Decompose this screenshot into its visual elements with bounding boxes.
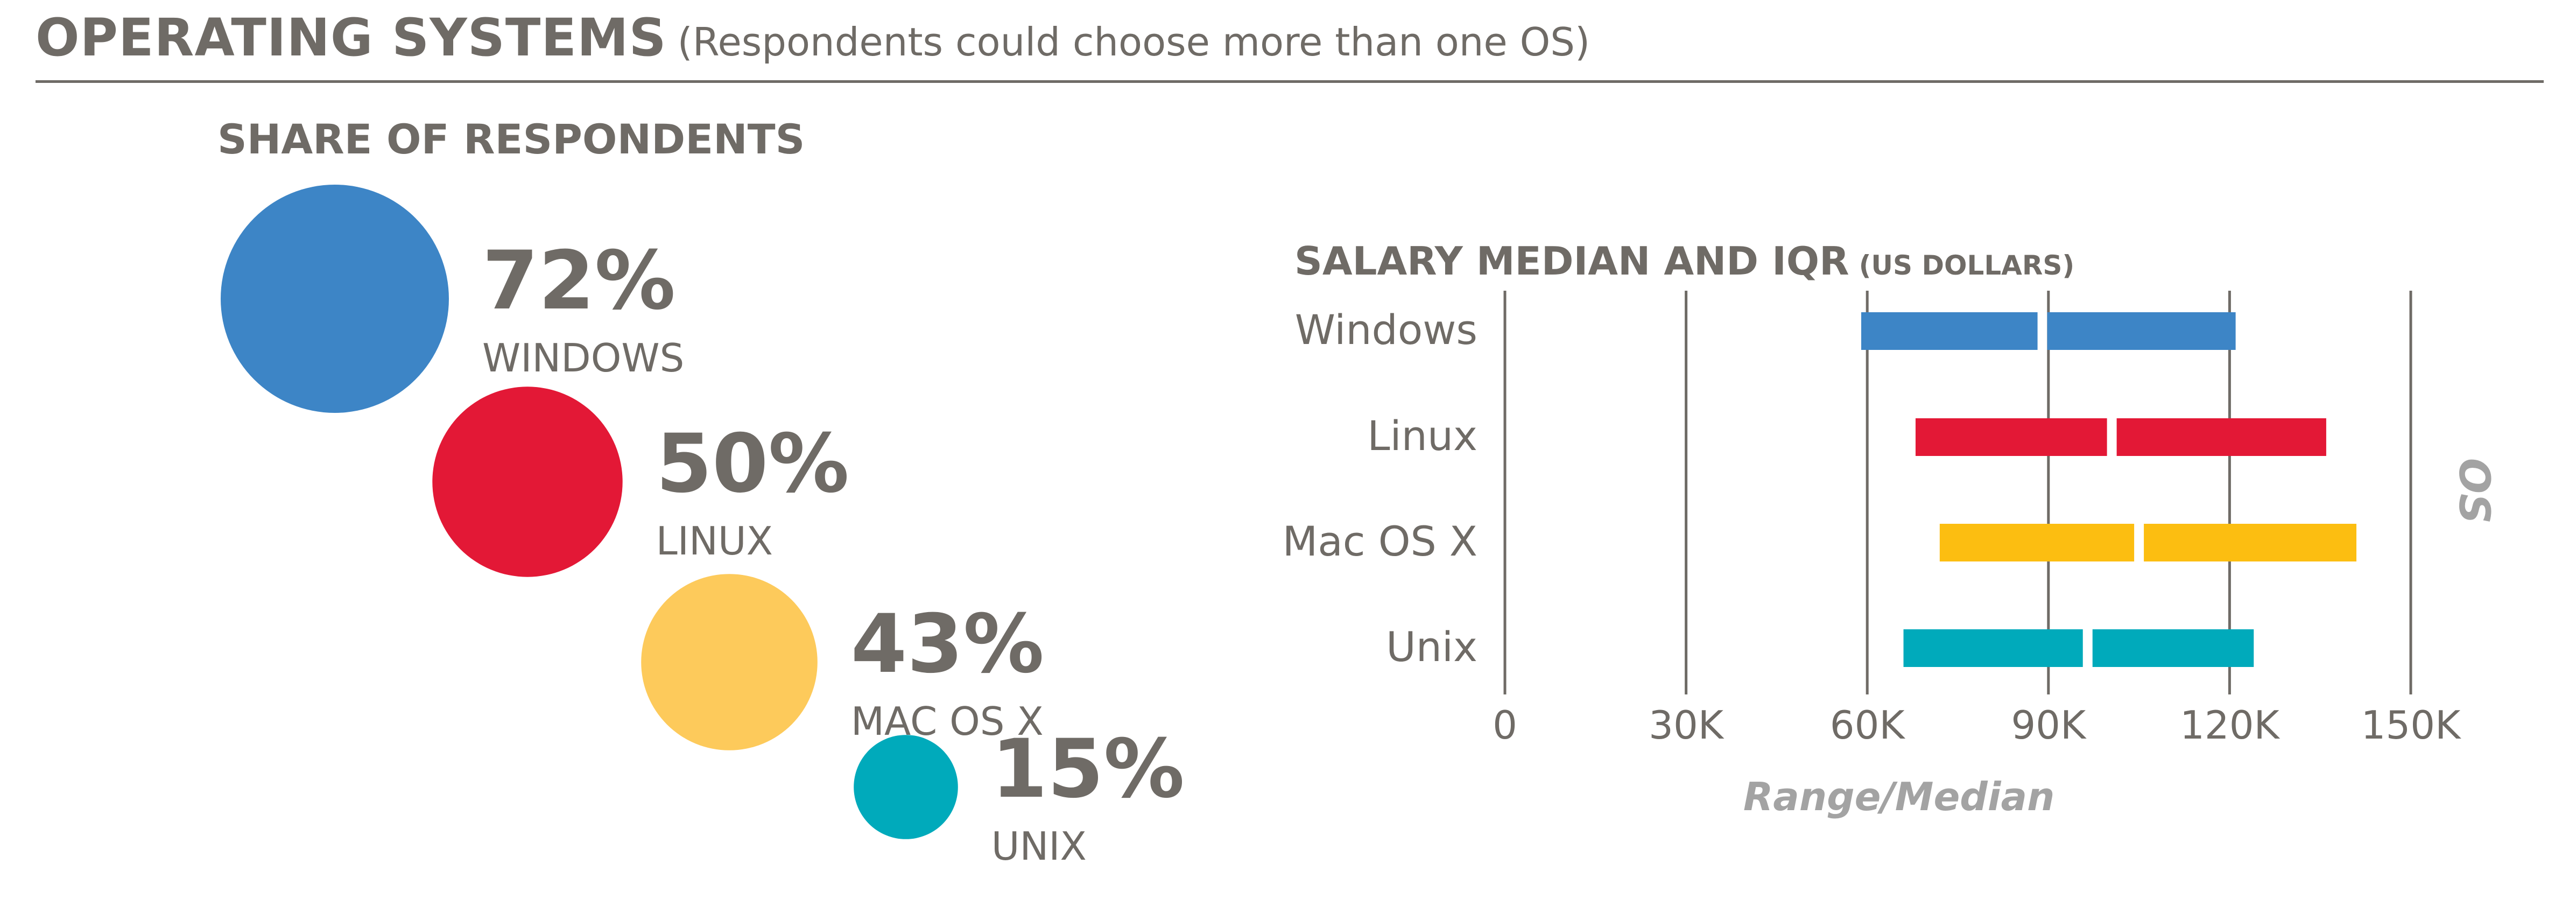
category-label-unix: Unix <box>1386 623 1477 671</box>
bar-lower-mac-os-x <box>1939 524 2135 561</box>
category-label-windows: Windows <box>1295 306 1477 354</box>
y-axis-label: OS <box>2450 458 2498 524</box>
bubble-value-windows: 72% <box>482 234 675 328</box>
salary-chart-title-note: (US DOLLARS) <box>1859 250 2075 281</box>
bar-lower-unix <box>1903 629 2083 667</box>
category-label-linux: Linux <box>1367 412 1477 460</box>
bubble-value-mac-os-x: 43% <box>851 598 1044 691</box>
x-axis-label: Range/Median <box>1743 774 2055 819</box>
page-header: OPERATING SYSTEMS (Respondents could choo… <box>36 8 2544 83</box>
bar-upper-linux <box>2116 418 2326 456</box>
bubble-linux <box>432 387 623 577</box>
category-label-mac-os-x: Mac OS X <box>1283 517 1477 565</box>
bubble-unix <box>854 735 958 839</box>
share-bubble-chart: 72% WINDOWS 50% LINUX 43% MAC OS X15% UNIX <box>221 185 1185 869</box>
bubble-mac-os-x <box>641 574 818 750</box>
bar-lower-windows <box>1861 312 2038 350</box>
bar-lower-linux <box>1915 418 2107 456</box>
bubble-label-mac-os-x: MAC OS X <box>851 699 1044 744</box>
bubble-value-unix: 15% <box>991 722 1185 816</box>
bubble-label-windows: WINDOWS <box>482 335 684 381</box>
share-chart-title: SHARE OF RESPONDENTS <box>217 115 805 163</box>
bar-upper-windows <box>2047 312 2236 350</box>
bubble-label-linux: LINUX <box>656 518 773 564</box>
page-subtitle: (Respondents could choose more than one … <box>677 19 1590 65</box>
x-tick-label-0: 0 <box>1493 703 1517 748</box>
salary-chart-title: SALARY MEDIAN AND IQR (US DOLLARS) <box>1294 238 2074 284</box>
bubble-value-linux: 50% <box>656 417 849 511</box>
bar-upper-mac-os-x <box>2144 524 2357 561</box>
x-tick-label-150k: 150K <box>2361 703 2461 748</box>
x-tick-label-60k: 60K <box>1830 703 1906 748</box>
x-tick-label-90k: 90K <box>2011 703 2087 748</box>
bubble-windows <box>221 185 449 413</box>
bar-upper-unix <box>2092 629 2254 667</box>
page-title: OPERATING SYSTEMS <box>36 8 667 68</box>
x-tick-label-120k: 120K <box>2180 703 2280 748</box>
bubble-label-unix: UNIX <box>991 824 1087 869</box>
x-tick-label-30k: 30K <box>1649 703 1725 748</box>
